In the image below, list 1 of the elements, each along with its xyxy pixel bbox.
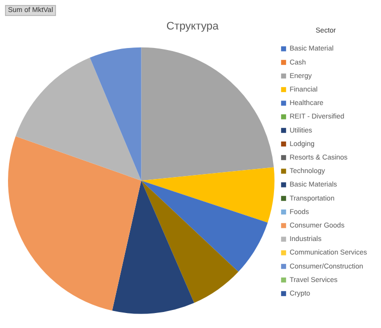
chart-title: Структура	[166, 20, 220, 33]
